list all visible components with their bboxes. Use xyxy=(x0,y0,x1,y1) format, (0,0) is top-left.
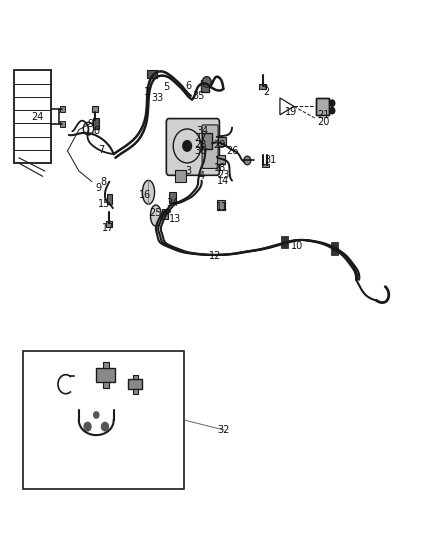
Bar xyxy=(23,351,184,489)
Bar xyxy=(60,106,65,112)
Bar xyxy=(218,136,226,146)
Text: 2: 2 xyxy=(264,86,270,96)
FancyBboxPatch shape xyxy=(202,125,218,168)
Text: 28: 28 xyxy=(194,140,207,150)
Bar xyxy=(198,125,207,134)
Text: 10: 10 xyxy=(291,241,304,252)
Bar xyxy=(106,221,113,227)
Bar xyxy=(147,70,157,78)
Text: 34: 34 xyxy=(196,126,208,136)
Text: 4: 4 xyxy=(198,172,205,181)
Bar xyxy=(162,209,168,219)
Circle shape xyxy=(183,141,191,151)
Bar xyxy=(133,389,138,393)
Text: 34: 34 xyxy=(166,198,178,208)
Bar xyxy=(331,242,338,255)
Text: 13: 13 xyxy=(170,214,182,224)
Bar xyxy=(170,192,176,203)
Bar xyxy=(14,70,51,163)
Bar xyxy=(261,164,268,167)
Bar xyxy=(217,200,225,211)
Ellipse shape xyxy=(150,205,161,226)
Text: 24: 24 xyxy=(31,112,43,122)
Bar xyxy=(60,121,65,127)
Bar xyxy=(93,118,99,128)
Bar xyxy=(107,195,112,204)
Text: 35: 35 xyxy=(192,91,204,101)
Text: 16: 16 xyxy=(139,190,151,200)
Text: 21: 21 xyxy=(317,110,330,120)
Bar xyxy=(259,84,266,89)
Circle shape xyxy=(102,422,109,431)
Bar xyxy=(92,107,98,112)
Text: 3: 3 xyxy=(185,166,191,176)
Circle shape xyxy=(94,412,99,418)
Text: 31: 31 xyxy=(264,156,276,165)
Bar xyxy=(128,379,142,389)
Text: 17: 17 xyxy=(102,223,114,233)
Text: 26: 26 xyxy=(226,146,238,156)
Text: 8: 8 xyxy=(93,126,99,136)
Text: 27: 27 xyxy=(194,133,207,143)
Text: 29: 29 xyxy=(214,140,226,150)
Bar xyxy=(316,98,328,115)
Bar xyxy=(96,368,116,382)
Text: 9: 9 xyxy=(95,183,101,193)
Circle shape xyxy=(244,156,251,165)
Text: 23: 23 xyxy=(217,171,230,180)
Text: 14: 14 xyxy=(217,175,230,185)
Bar xyxy=(316,98,328,115)
Circle shape xyxy=(329,100,335,107)
Text: 19: 19 xyxy=(285,107,297,117)
Circle shape xyxy=(202,77,211,87)
Text: 9: 9 xyxy=(88,119,94,130)
Bar xyxy=(201,80,208,92)
Text: 30: 30 xyxy=(194,146,207,156)
Bar xyxy=(202,133,212,149)
Text: 11: 11 xyxy=(216,202,229,212)
Text: 1: 1 xyxy=(144,86,150,96)
Bar xyxy=(103,382,109,388)
Text: 7: 7 xyxy=(99,145,105,155)
Circle shape xyxy=(84,422,91,431)
Text: 5: 5 xyxy=(164,82,170,92)
Circle shape xyxy=(329,108,335,114)
Bar xyxy=(133,375,138,379)
Ellipse shape xyxy=(142,180,155,204)
Text: 32: 32 xyxy=(217,425,230,435)
Text: 18: 18 xyxy=(214,164,226,173)
Text: 15: 15 xyxy=(98,199,110,209)
Text: 33: 33 xyxy=(151,93,163,103)
Bar xyxy=(281,236,288,248)
Text: 12: 12 xyxy=(208,251,221,261)
Text: 6: 6 xyxy=(185,81,191,91)
Bar xyxy=(103,362,109,368)
FancyBboxPatch shape xyxy=(166,118,219,175)
Text: 20: 20 xyxy=(317,117,330,127)
Text: 8: 8 xyxy=(101,176,107,187)
Text: 25: 25 xyxy=(150,208,162,219)
Bar xyxy=(176,170,186,182)
Bar xyxy=(217,155,225,164)
